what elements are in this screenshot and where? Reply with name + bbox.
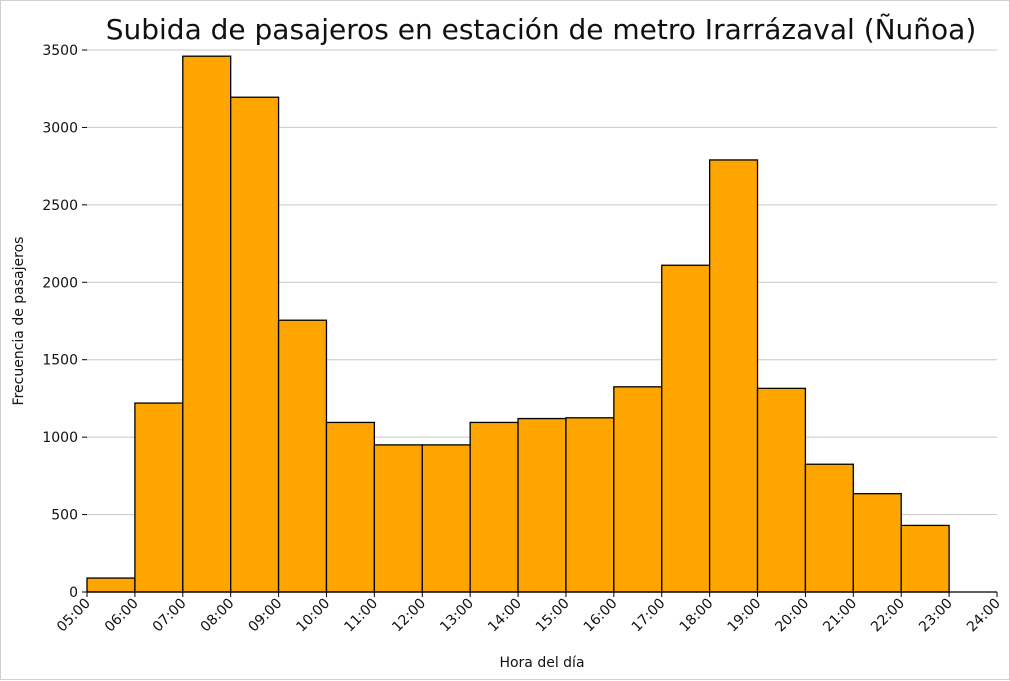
y-tick-label: 1000	[42, 430, 78, 446]
y-tick-label: 2000	[42, 275, 78, 291]
x-tick-label: 16:00	[581, 596, 621, 636]
x-tick-label: 07:00	[150, 596, 190, 636]
bar-19:00	[756, 387, 807, 593]
x-tick-label: 11:00	[341, 596, 381, 636]
y-tick-labels: 0 500 1000 1500 2000 2500 3000 3500	[42, 43, 87, 601]
bar-05:00	[86, 577, 136, 593]
x-tick-label: 18:00	[677, 596, 717, 636]
bar-09:00	[277, 319, 328, 593]
x-tick-label: 05:00	[54, 596, 94, 636]
y-tick-label: 1500	[42, 353, 78, 369]
bar-16:00	[613, 386, 663, 593]
x-tick-label: 06:00	[102, 596, 142, 636]
bar-17:00	[661, 264, 711, 593]
x-tick-label: 19:00	[725, 596, 765, 636]
y-axis-label: Frecuencia de pasajeros	[11, 237, 27, 406]
x-tick-label: 09:00	[246, 596, 286, 636]
x-tick-label: 23:00	[916, 596, 956, 636]
x-tick-label: 08:00	[198, 596, 238, 636]
x-axis-label: Hora del día	[499, 655, 584, 671]
bar-20:00	[804, 463, 854, 593]
y-tick-label: 3500	[42, 43, 78, 59]
y-tick-label: 2500	[42, 198, 78, 214]
bar-22:00	[900, 524, 950, 593]
bar-21:00	[852, 493, 902, 593]
y-tick-label: 0	[69, 585, 78, 601]
bars-group	[86, 55, 950, 593]
bar-08:00	[230, 96, 280, 593]
chart-title: Subida de pasajeros en estación de metro…	[106, 13, 977, 46]
x-tick-label: 22:00	[868, 596, 908, 636]
bar-06:00	[134, 402, 184, 593]
y-tick-label: 3000	[42, 120, 78, 136]
y-tick-label: 500	[51, 508, 78, 524]
bar-15:00	[565, 417, 615, 593]
x-tick-label: 12:00	[389, 596, 429, 636]
bar-12:00	[421, 444, 471, 593]
x-tick-label: 17:00	[629, 596, 669, 636]
x-tick-label: 20:00	[772, 596, 812, 636]
x-tick-label: 14:00	[485, 596, 525, 636]
x-tick-labels: 05:00 06:00 07:00 08:00 09:00 10:00 11:00 12:00…	[54, 592, 1004, 635]
x-tick-label: 13:00	[437, 596, 477, 636]
x-tick-label: 21:00	[820, 596, 860, 636]
bar-18:00	[708, 159, 759, 593]
x-tick-label: 10:00	[293, 596, 333, 636]
bar-10:00	[325, 421, 376, 593]
x-tick-label: 15:00	[533, 596, 573, 636]
bar-14:00	[517, 417, 567, 593]
bar-13:00	[469, 421, 519, 593]
x-tick-label: 24:00	[964, 596, 1004, 636]
bar-11:00	[373, 444, 423, 593]
bar-07:00	[182, 55, 232, 593]
